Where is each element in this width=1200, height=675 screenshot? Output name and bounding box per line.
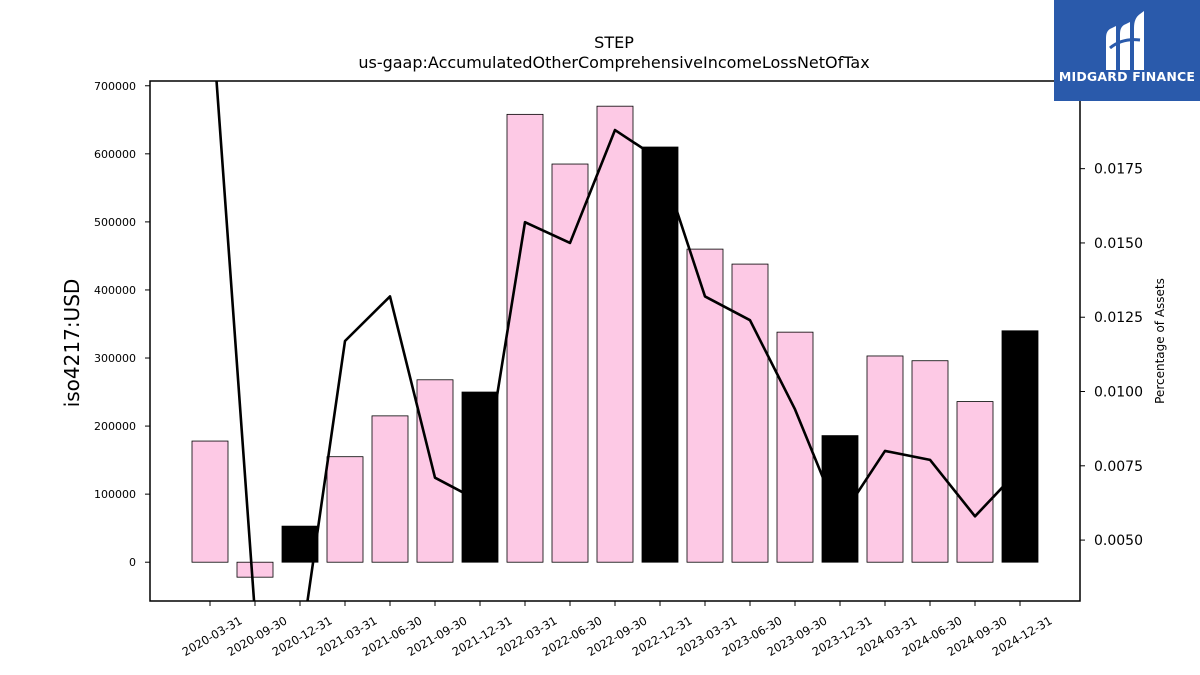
bar	[776, 331, 814, 563]
bar	[281, 525, 319, 563]
bar	[236, 561, 274, 578]
y2-tick-label: 0.0150	[1094, 236, 1143, 252]
bar	[956, 401, 994, 563]
series-line	[215, 81, 1021, 601]
y-axis-label: iso4217:USD	[60, 279, 84, 408]
bar	[551, 163, 589, 563]
y-tick-label: 200000	[94, 420, 136, 433]
y-tick-label: 0	[129, 556, 136, 569]
bar	[1001, 330, 1039, 563]
bar	[641, 146, 679, 563]
y-tick-label: 100000	[94, 488, 136, 501]
y2-tick-label: 0.0050	[1094, 533, 1143, 549]
brand-logo: MIDGARD FINANCE	[1054, 0, 1200, 101]
brand-mark-icon	[1106, 11, 1144, 70]
y-tick-label: 700000	[94, 80, 136, 93]
bar	[326, 456, 364, 563]
line-layer	[215, 81, 1021, 601]
y2-tick-label: 0.0100	[1094, 385, 1143, 401]
bar	[686, 248, 724, 563]
y2-axis-label: Percentage of Assets	[1153, 278, 1167, 404]
bar	[416, 379, 454, 563]
y-tick-label: 500000	[94, 216, 136, 229]
chart-subtitle: us-gaap:AccumulatedOtherComprehensiveInc…	[358, 53, 869, 72]
y2-tick-label: 0.0175	[1094, 162, 1143, 178]
y-tick-label: 400000	[94, 284, 136, 297]
bar	[731, 263, 769, 563]
y-axis-left: 0 100000 200000 300000 400000 500000 600000 700…	[94, 80, 150, 569]
y2-tick-label: 0.0125	[1094, 310, 1143, 326]
y-tick-label: 600000	[94, 148, 136, 161]
y-tick-label: 300000	[94, 352, 136, 365]
bar	[866, 355, 904, 563]
bar	[596, 105, 634, 563]
bar	[191, 440, 229, 563]
bar-layer	[191, 105, 1039, 578]
bar	[506, 113, 544, 563]
x-axis: 2020-03-312020-09-302020-12-312021-03-31…	[180, 601, 1055, 659]
y2-tick-label: 0.0075	[1094, 459, 1143, 475]
y-axis-right: 0.00500.00750.01000.01250.01500.01750.02…	[1080, 87, 1143, 549]
chart-title: STEP	[594, 33, 634, 52]
bar	[371, 415, 409, 563]
brand-logo-text: MIDGARD FINANCE	[1058, 69, 1196, 84]
